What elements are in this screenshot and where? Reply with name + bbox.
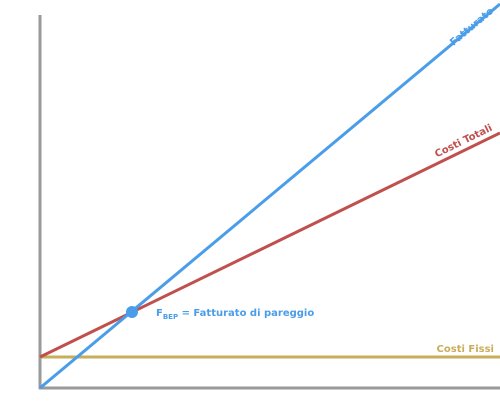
- annotation-symbol: F: [156, 308, 163, 319]
- revenue-label: Fatturato: [448, 6, 496, 49]
- annotation-subscript: BEP: [163, 313, 178, 321]
- annotation-text: = Fatturato di pareggio: [178, 308, 314, 319]
- total-costs-line: [39, 131, 500, 359]
- fixed-costs-label: Costi Fissi: [437, 344, 494, 355]
- break-even-point: [126, 306, 138, 318]
- revenue-line: [39, 2, 500, 390]
- annotation: FBEP = Fatturato di pareggio: [156, 308, 314, 321]
